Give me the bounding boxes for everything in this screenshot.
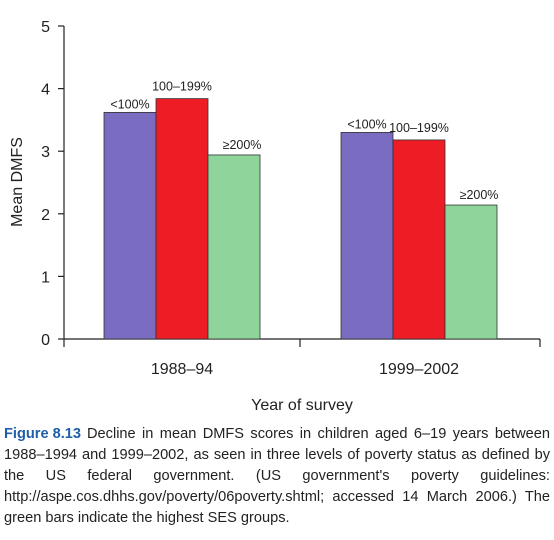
y-tick-label: 0 <box>41 332 50 349</box>
bar-2-0 <box>207 154 261 340</box>
bar-label: 100–199% <box>152 80 212 94</box>
y-axis-label: Mean DMFS <box>9 137 26 227</box>
bar-label: 100–199% <box>389 121 449 135</box>
x-axis-label: Year of survey <box>251 397 353 414</box>
y-tick-label: 2 <box>41 207 50 224</box>
bar-chart: 0 1 2 3 4 5 Mean DMFS <100% 100–199% ≥200% 1988–94… <box>9 19 541 414</box>
caption-text: Decline in mean DMFS scores in children … <box>4 426 550 526</box>
bar-2-1 <box>444 204 498 340</box>
y-tick-label: 5 <box>41 19 50 36</box>
y-tick-label: 4 <box>41 82 50 99</box>
bar-0-0 <box>103 111 157 340</box>
figure-number: 8.13 <box>52 426 81 442</box>
bar-1-1 <box>392 139 446 340</box>
bar-label: ≥200% <box>223 138 262 152</box>
bar-0-1 <box>340 132 394 340</box>
y-tick-label: 1 <box>41 269 50 286</box>
bar-label: <100% <box>110 97 149 111</box>
bar-label: ≥200% <box>460 188 499 202</box>
x-category-label: 1999–2002 <box>379 361 459 378</box>
y-tick-label: 3 <box>41 144 50 161</box>
x-category-label: 1988–94 <box>151 361 213 378</box>
figure-caption: Figure 8.13 Decline in mean DMFS scores in… <box>4 424 550 529</box>
figure-label: Figure <box>4 426 49 442</box>
bar-label: <100% <box>347 117 386 131</box>
bar-1-0 <box>155 98 209 340</box>
